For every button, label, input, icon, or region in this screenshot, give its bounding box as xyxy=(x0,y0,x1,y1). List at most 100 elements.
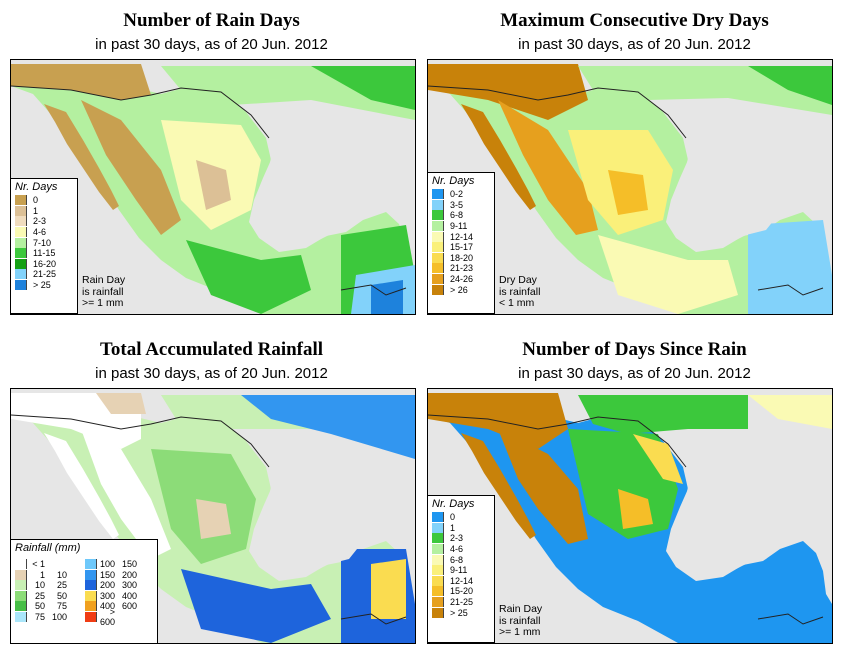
legend-swatch xyxy=(85,590,97,601)
legend-range-high: 150 xyxy=(121,559,137,570)
legend-item: < 1 xyxy=(15,559,67,570)
legend-label: > 25 xyxy=(33,280,51,291)
rainfall-legend-right: 100 150 150 200 200 300 300 400 400 600 > 600 xyxy=(85,559,137,627)
legend-label: 12-14 xyxy=(450,231,474,242)
rain-day-note: Rain Day is rainfall >= 1 mm xyxy=(499,603,542,639)
legend-label: 4-6 xyxy=(450,544,464,555)
legend-label: 21-23 xyxy=(450,263,474,274)
legend-swatch xyxy=(432,544,444,555)
legend-item: 150 200 xyxy=(85,569,137,581)
legend-item: 300 400 xyxy=(85,590,137,602)
legend-swatch xyxy=(432,533,444,544)
legend-item: > 25 xyxy=(428,607,494,618)
legend-item: 1 10 xyxy=(15,569,67,581)
legend-swatch xyxy=(15,601,27,612)
legend-label: 21-25 xyxy=(450,597,474,608)
legend-swatch xyxy=(432,607,444,618)
legend-range-high: 300 xyxy=(121,580,137,591)
legend-title: Rainfall (mm) xyxy=(15,542,81,554)
legend-swatch xyxy=(15,280,27,291)
panel-subtitle: in past 30 days, as of 20 Jun. 2012 xyxy=(95,36,328,53)
legend-swatch xyxy=(15,559,27,570)
legend-label: 0 xyxy=(450,512,456,523)
legend-label: 12-14 xyxy=(450,575,474,586)
legend-swatch xyxy=(15,269,27,280)
legend-item: 12-14 xyxy=(428,231,494,242)
legend-item: > 25 xyxy=(11,280,77,291)
legend-label: > 26 xyxy=(450,284,468,295)
legend-range-low: 400 xyxy=(99,601,115,612)
legend-label: 6-8 xyxy=(450,210,464,221)
legend-swatch xyxy=(15,237,27,248)
legend-item: 0 xyxy=(11,195,77,206)
legend-swatch xyxy=(432,565,444,576)
legend-range-low: 75 xyxy=(34,611,45,622)
legend-item: 6-8 xyxy=(428,210,494,221)
legend-swatch xyxy=(15,205,27,216)
legend-swatch xyxy=(432,231,444,242)
legend-swatch xyxy=(432,512,444,523)
legend-range-high: 100 xyxy=(51,611,67,622)
legend-item: 21-23 xyxy=(428,263,494,274)
panel-subtitle: in past 30 days, as of 20 Jun. 2012 xyxy=(518,36,751,53)
legend-item: 100 150 xyxy=(85,559,137,570)
legend-label: 1 xyxy=(450,522,456,533)
legend-range-high: 10 xyxy=(56,569,67,580)
legend-swatch xyxy=(15,248,27,259)
note-line: >= 1 mm xyxy=(499,626,541,638)
legend-item: 9-11 xyxy=(428,221,494,232)
note-line: >= 1 mm xyxy=(82,297,124,309)
legend-swatch xyxy=(432,199,444,210)
legend-label: 24-26 xyxy=(450,274,474,285)
legend-item: 9-11 xyxy=(428,565,494,576)
legend-item: 1 xyxy=(11,205,77,217)
legend-label: 9-11 xyxy=(450,221,468,232)
panel-title: Number of Rain Days xyxy=(123,10,300,31)
legend-swatch xyxy=(432,522,444,533)
legend-items: 0-2 3-5 6-8 9-11 12-14 15-17 18-20 21-23 24-26 > … xyxy=(428,189,494,295)
legend-item: 10 25 xyxy=(15,580,67,591)
legend-swatch xyxy=(432,189,444,200)
legend-swatch xyxy=(432,210,444,221)
legend-label: 2-3 xyxy=(33,216,47,227)
legend-swatch xyxy=(15,195,27,206)
legend-range-high: 25 xyxy=(56,580,67,591)
legend-item: 21-25 xyxy=(428,597,494,608)
legend-item: 0-2 xyxy=(428,189,494,200)
rain-days-map xyxy=(10,59,416,315)
legend-range-high: 200 xyxy=(121,569,137,580)
legend-item: 200 300 xyxy=(85,580,137,591)
legend-label: 3-5 xyxy=(450,199,464,210)
legend-item: 15-20 xyxy=(428,586,494,597)
legend-swatch xyxy=(432,252,444,263)
since-rain-legend: Nr. Days 0 1 2-3 4-6 6-8 9-11 12-14 15-20 21-25 >… xyxy=(427,495,495,643)
legend-swatch xyxy=(15,227,27,238)
legend-label: > 25 xyxy=(450,607,468,618)
legend-item: 12-14 xyxy=(428,575,494,587)
legend-range-low: > 600 xyxy=(99,606,115,627)
legend-range-high: 600 xyxy=(121,601,137,612)
panel-rain-days: Number of Rain Days in past 30 days, as … xyxy=(0,0,423,329)
legend-title: Nr. Days xyxy=(432,175,475,187)
legend-item: 4-6 xyxy=(428,544,494,555)
legend-items: 0 1 2-3 4-6 6-8 9-11 12-14 15-20 21-25 > 25 xyxy=(428,512,494,618)
legend-label: 7-10 xyxy=(33,237,52,248)
panel-total-rainfall: Total Accumulated Rainfall in past 30 da… xyxy=(0,329,423,658)
panel-title: Number of Days Since Rain xyxy=(522,339,747,360)
note-line: < 1 mm xyxy=(499,297,535,309)
since-rain-map-graphic xyxy=(428,389,832,643)
legend-item: 2-3 xyxy=(11,216,77,227)
note-line: Rain Day xyxy=(82,274,126,286)
legend-label: 0 xyxy=(33,195,39,206)
legend-range-low: 50 xyxy=(34,601,45,612)
legend-item: 16-20 xyxy=(11,258,77,270)
legend-item: 50 75 xyxy=(15,601,67,612)
panel-days-since-rain: Number of Days Since Rain in past 30 day… xyxy=(423,329,846,658)
legend-label: 0-2 xyxy=(450,189,464,200)
legend-swatch xyxy=(85,559,97,570)
since-rain-map xyxy=(427,388,833,644)
legend-swatch xyxy=(85,569,97,580)
panel-title: Total Accumulated Rainfall xyxy=(99,339,324,360)
legend-label: 1 xyxy=(33,205,39,216)
legend-item: 18-20 xyxy=(428,252,494,264)
